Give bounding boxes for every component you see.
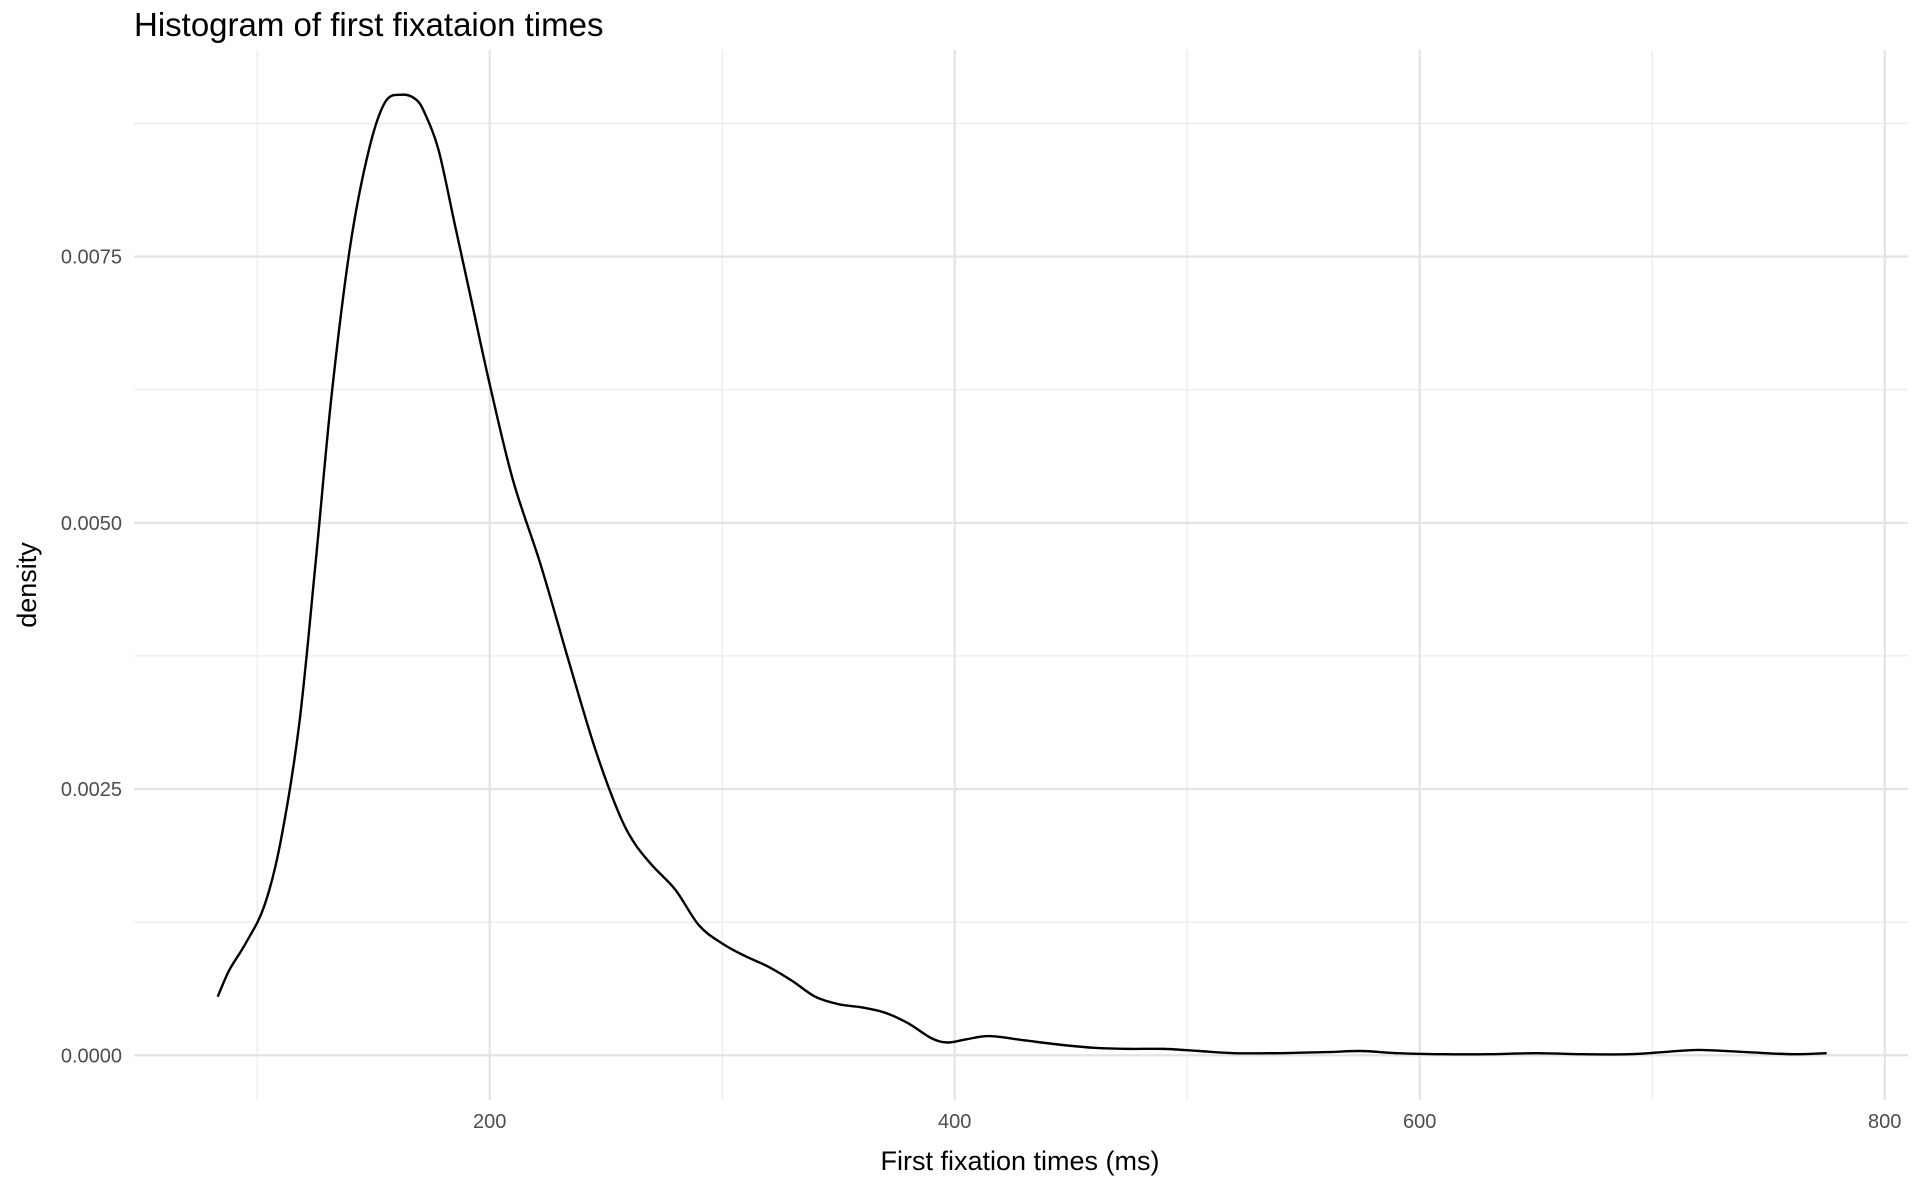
- series-layer: [216, 93, 1827, 1056]
- density-line: [216, 93, 1827, 1056]
- y-axis-label: density: [12, 542, 42, 628]
- y-tick-labels: 0.0000 0.0025 0.0050 0.0075: [61, 247, 122, 1068]
- y-tick-label: 0.0025: [61, 779, 122, 801]
- y-tick-label: 0.0075: [61, 247, 122, 269]
- x-tick-labels: 200 400 600 800: [473, 1111, 1901, 1133]
- major-grid-lines: [134, 50, 1908, 1100]
- x-tick-label: 200: [473, 1111, 506, 1133]
- x-tick-label: 600: [1403, 1111, 1436, 1133]
- minor-grid-lines: [134, 50, 1908, 1100]
- chart-title: Histogram of first fixataion times: [134, 6, 604, 43]
- x-tick-label: 400: [938, 1111, 971, 1133]
- x-axis-label: First fixation times (ms): [880, 1146, 1159, 1176]
- x-tick-label: 800: [1868, 1111, 1901, 1133]
- y-tick-label: 0.0000: [61, 1045, 122, 1067]
- y-tick-label: 0.0050: [61, 513, 122, 535]
